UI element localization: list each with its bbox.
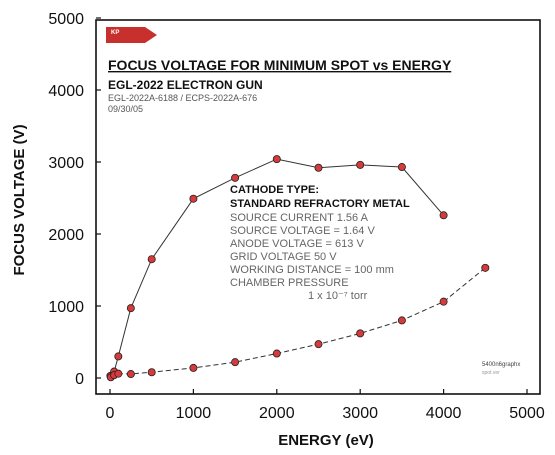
series-2-point [397,316,406,325]
gun-name: EGL-2022 ELECTRON GUN [108,78,263,92]
series-2-point [126,370,135,379]
series-2-point [272,349,281,358]
cathode-type-label: CATHODE TYPE: [230,184,319,196]
series-2-point [439,297,448,306]
param-pressure-value: 1 x 10⁻⁷ torr [308,290,368,302]
cathode-material: STANDARD REFRACTORY METAL [230,198,410,210]
chart-title: FOCUS VOLTAGE FOR MINIMUM SPOT vs ENERGY [108,57,452,73]
series-1-point [272,155,281,164]
series-1-point [356,160,365,169]
x-tick-label: 3000 [342,405,378,422]
y-tick-label: 5000 [48,11,84,28]
x-tick-label: 4000 [426,405,462,422]
series-1-point [114,352,123,361]
series-1-point [126,304,135,313]
series-2-point [147,368,156,377]
test-date: 09/30/05 [108,104,143,114]
series-2-point [231,358,240,367]
x-axis-ticks: 0 1000 2000 3000 4000 5000 [106,389,545,422]
param-source-current: SOURCE CURRENT 1.56 A [230,212,369,224]
y-tick-label: 4000 [48,83,84,100]
series-1-point [314,163,323,172]
series-2-point [114,369,123,378]
logo-text: KP [111,30,119,36]
plot-frame [95,19,541,395]
series-2-point [481,263,490,272]
param-grid-voltage: GRID VOLTAGE 50 V [230,251,337,263]
series-1-point [397,163,406,172]
param-anode-voltage: ANODE VOLTAGE = 613 V [230,238,364,250]
footer-graph-id: 5400n6graphx [482,362,520,368]
param-chamber-pressure: CHAMBER PRESSURE [230,277,349,289]
x-tick-label: 0 [106,405,115,422]
param-source-voltage: SOURCE VOLTAGE = 1.64 V [230,225,375,237]
param-working-distance: WORKING DISTANCE = 100 mm [230,264,394,276]
series-1-point [439,211,448,220]
y-tick-label: 1000 [48,299,84,316]
y-tick-label: 3000 [48,155,84,172]
series-1-point [189,194,198,203]
series-1-point [231,173,240,182]
y-axis-ticks: 0 1000 2000 3000 4000 5000 [48,11,101,388]
logo-arrow-shape [106,27,157,43]
x-axis-title: ENERGY (eV) [278,432,374,449]
series-2-point [189,363,198,372]
x-tick-label: 5000 [509,405,545,422]
model-number: EGL-2022A-6188 / ECPS-2022A-676 [108,93,257,103]
kp-logo: KP [106,27,157,43]
y-axis-title: FOCUS VOLTAGE (V) [11,124,28,275]
x-tick-label: 2000 [259,405,295,422]
footer-file: spot.ver [482,370,500,376]
series-2-point [356,329,365,338]
series-1-point [147,255,156,264]
y-tick-label: 2000 [48,227,84,244]
series-layer [106,155,490,382]
x-tick-label: 1000 [176,405,212,422]
series-2-point [314,340,323,349]
y-tick-label: 0 [75,371,84,388]
